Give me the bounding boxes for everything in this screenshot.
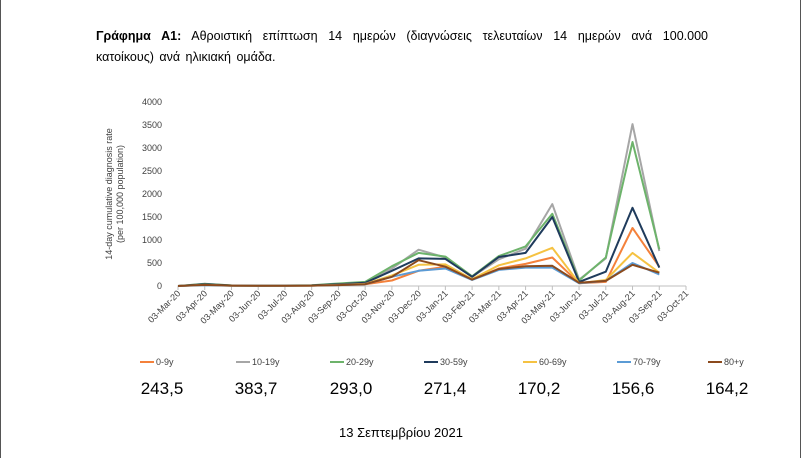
page-border-right — [800, 0, 801, 458]
legend-label-30-59y: 30-59y — [440, 357, 468, 367]
series-line-0-9y — [177, 227, 661, 287]
y-tick-label: 3000 — [142, 143, 162, 153]
y-tick-label: 0 — [157, 281, 162, 291]
series-line-10-19y — [177, 123, 661, 287]
y-tick-label: 4000 — [142, 97, 162, 107]
latest-value-20-29y: 293,0 — [329, 379, 373, 398]
legend-label-70-79y: 70-79y — [633, 357, 661, 367]
report-date: 13 Σεπτεμβρίου 2021 — [339, 425, 463, 440]
legend-label-20-29y: 20-29y — [346, 357, 374, 367]
legend-label-0-9y: 0-9y — [156, 357, 174, 367]
legend-label-80+y: 80+y — [724, 357, 744, 367]
latest-value-10-19y: 383,7 — [234, 379, 278, 398]
latest-value-80+y: 164,2 — [705, 379, 749, 398]
figure-caption-text: Αθροιστική επίπτωση 14 ημερών (διαγνώσει… — [96, 29, 708, 64]
figure-caption: Γράφημα Α1: Αθροιστική επίπτωση 14 ημερώ… — [96, 26, 708, 68]
y-axis-title: 14-day cumulative diagnosis rate(per 100… — [104, 128, 125, 260]
latest-value-30-59y: 271,4 — [423, 379, 467, 398]
latest-values-row: 243,5 383,7 293,0 271,4 170,2 156,6 164,2 — [0, 379, 802, 403]
y-tick-label: 3500 — [142, 120, 162, 130]
y-tick-label: 2000 — [142, 189, 162, 199]
latest-value-60-69y: 170,2 — [517, 379, 561, 398]
y-tick-label: 1500 — [142, 212, 162, 222]
latest-value-70-79y: 156,6 — [611, 379, 655, 398]
y-tick-label: 1000 — [142, 235, 162, 245]
latest-value-0-9y: 243,5 — [140, 379, 184, 398]
page-border-left — [0, 0, 1, 458]
legend-label-10-19y: 10-19y — [252, 357, 280, 367]
series-line-80+y — [177, 259, 660, 287]
legend-label-60-69y: 60-69y — [539, 357, 567, 367]
y-tick-label: 2500 — [142, 166, 162, 176]
figure-label: Γράφημα Α1: — [96, 29, 182, 43]
y-tick-label: 500 — [147, 258, 162, 268]
